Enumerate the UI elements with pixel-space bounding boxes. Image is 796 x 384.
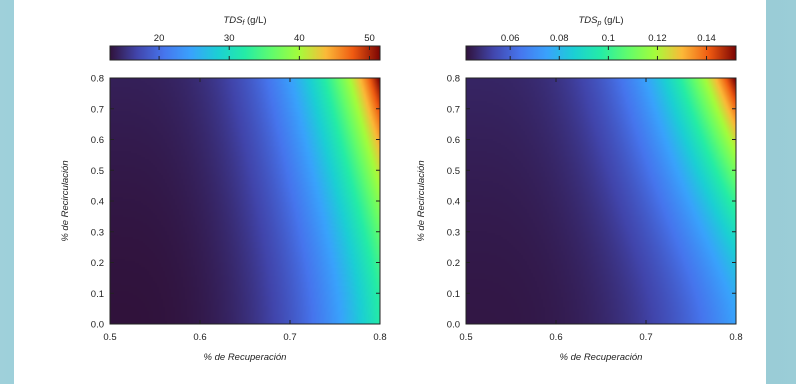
colorbar-tick-label: 0.1 bbox=[602, 33, 615, 44]
y-tick-label: 0.1 bbox=[447, 289, 460, 300]
colorbar-tick-label: 0.14 bbox=[697, 33, 716, 44]
y-tick-label: 0.2 bbox=[91, 258, 104, 269]
figure-panel: TDSf (g/L) 20 30 40 50 0.5 0.6 0.7 0.8 0.0 0.1 0.2 0… bbox=[14, 0, 766, 384]
x-tick-label: 0.8 bbox=[373, 332, 386, 343]
x-tick-label: 0.7 bbox=[639, 332, 652, 343]
colorbar-tick-label: 20 bbox=[154, 33, 165, 44]
x-tick-label: 0.6 bbox=[549, 332, 562, 343]
chart-2: TDSp (g/L) 0.06 0.08 0.1 0.12 0.14 0.5 0.6 0.7 0.… bbox=[416, 15, 743, 363]
chart-1: TDSf (g/L) 20 30 40 50 0.5 0.6 0.7 0.8 0.0 0.1 0.2 0… bbox=[60, 15, 387, 363]
y-tick-label: 0.3 bbox=[447, 227, 460, 238]
colorbar-tick-label: 0.12 bbox=[648, 33, 667, 44]
y-tick-label: 0.6 bbox=[91, 135, 104, 146]
y-tick-label: 0.6 bbox=[447, 135, 460, 146]
y-tick-label: 0.2 bbox=[447, 258, 460, 269]
colorbar-tick-label: 40 bbox=[294, 33, 305, 44]
y-tick-label: 0.8 bbox=[447, 74, 460, 85]
y-tick-label: 0.5 bbox=[91, 166, 104, 177]
x-tick-label: 0.7 bbox=[283, 332, 296, 343]
colorbar bbox=[109, 45, 381, 61]
y-axis-label: % de Recirculación bbox=[60, 160, 71, 241]
y-tick-label: 0.1 bbox=[91, 289, 104, 300]
x-axis-label: % de Recuperación bbox=[560, 352, 643, 363]
y-tick-label: 0.7 bbox=[91, 104, 104, 115]
y-tick-label: 0.4 bbox=[91, 197, 104, 208]
heatmap-image bbox=[466, 78, 736, 324]
x-tick-label: 0.6 bbox=[193, 332, 206, 343]
heatmap-image bbox=[110, 78, 380, 324]
colorbar bbox=[465, 45, 737, 61]
y-tick-label: 0.8 bbox=[91, 74, 104, 85]
y-tick-label: 0.3 bbox=[91, 227, 104, 238]
y-tick-label: 0.0 bbox=[91, 320, 104, 331]
y-tick-label: 0.0 bbox=[447, 320, 460, 331]
x-tick-label: 0.5 bbox=[459, 332, 472, 343]
colorbar-title: TDSp (g/L) bbox=[578, 15, 623, 27]
y-tick-label: 0.4 bbox=[447, 197, 460, 208]
colorbar-tick-label: 0.08 bbox=[550, 33, 569, 44]
y-axis-label: % de Recirculación bbox=[416, 160, 427, 241]
x-axis-label: % de Recuperación bbox=[204, 352, 287, 363]
colorbar-tick-label: 30 bbox=[224, 33, 235, 44]
y-tick-label: 0.5 bbox=[447, 166, 460, 177]
y-tick-label: 0.7 bbox=[447, 104, 460, 115]
colorbar-title: TDSf (g/L) bbox=[223, 15, 266, 27]
colorbar-tick-label: 0.06 bbox=[501, 33, 520, 44]
x-tick-label: 0.5 bbox=[103, 332, 116, 343]
figure-svg: TDSf (g/L) 20 30 40 50 0.5 0.6 0.7 0.8 0.0 0.1 0.2 0… bbox=[60, 15, 743, 363]
x-tick-label: 0.8 bbox=[729, 332, 742, 343]
colorbar-tick-label: 50 bbox=[364, 33, 375, 44]
